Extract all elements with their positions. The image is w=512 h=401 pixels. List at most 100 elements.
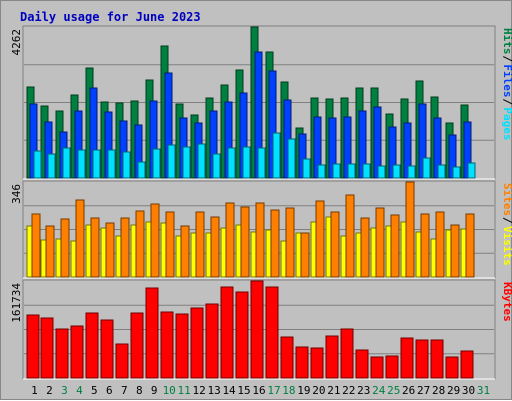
legend: Hits/Files/Pages — [501, 28, 512, 141]
legend-separator: / — [501, 55, 512, 62]
sites-bar-day-16 — [255, 202, 265, 278]
pages-bar-day-6 — [107, 149, 116, 179]
kbytes-bar-day-20 — [310, 347, 324, 379]
sites-bar-day-1 — [31, 213, 41, 278]
pages-bar-day-29 — [452, 166, 461, 179]
x-tick-label: 11 — [178, 384, 191, 397]
kbytes-bar-day-27 — [415, 339, 429, 379]
pages-bar-day-4 — [77, 149, 86, 179]
kbytes-bar-day-8 — [130, 312, 144, 379]
x-tick-label: 8 — [136, 384, 143, 397]
pages-bar-day-11 — [182, 146, 191, 179]
x-tick-label: 15 — [237, 384, 250, 397]
legend-sites: Sites — [501, 183, 512, 216]
kbytes-bar-day-9 — [145, 287, 159, 379]
sites-bar-day-4 — [75, 199, 85, 278]
sites-bar-day-9 — [150, 203, 160, 278]
pages-bar-day-18 — [287, 138, 296, 179]
pages-bar-day-15 — [242, 146, 251, 179]
pages-bar-day-28 — [437, 164, 446, 179]
sites-bar-day-21 — [330, 211, 340, 278]
sites-bar-day-29 — [450, 224, 460, 278]
sites-bar-day-25 — [390, 214, 400, 278]
kbytes-bar-day-21 — [325, 335, 339, 379]
kbytes-bar-day-10 — [160, 311, 174, 379]
legend-separator: / — [501, 98, 512, 105]
x-tick-label: 3 — [61, 384, 68, 397]
pages-bar-day-26 — [407, 165, 416, 179]
kbytes-bar-day-14 — [220, 286, 234, 379]
pages-bar-day-27 — [422, 157, 431, 179]
sites-bar-day-30 — [465, 213, 475, 278]
pages-bar-day-5 — [92, 149, 101, 179]
sites-bar-day-23 — [360, 217, 370, 278]
sites-bar-day-11 — [180, 225, 190, 278]
sites-bar-day-7 — [120, 217, 130, 278]
kbytes-bar-day-19 — [295, 346, 309, 379]
sites-bar-day-27 — [420, 213, 430, 278]
x-tick-label: 6 — [106, 384, 113, 397]
x-tick-label: 9 — [151, 384, 158, 397]
kbytes-bar-day-12 — [190, 307, 204, 379]
sites-bar-day-12 — [195, 211, 205, 278]
kbytes-bar-day-28 — [430, 339, 444, 379]
x-tick-label: 23 — [357, 384, 370, 397]
x-tick-label: 17 — [267, 384, 280, 397]
kbytes-bar-day-13 — [205, 303, 219, 379]
sites-bar-day-19 — [300, 232, 310, 278]
sites-bar-day-5 — [90, 217, 100, 278]
sites-bar-day-22 — [345, 194, 355, 278]
y-max-label: 4262 — [10, 29, 23, 56]
sites-bar-day-15 — [240, 206, 250, 278]
x-tick-label: 29 — [447, 384, 460, 397]
kbytes-bar-day-11 — [175, 313, 189, 379]
pages-bar-day-16 — [257, 147, 266, 179]
pages-bar-day-1 — [33, 150, 42, 179]
sites-bar-day-13 — [210, 216, 220, 278]
x-tick-label: 25 — [387, 384, 400, 397]
pages-bar-day-10 — [167, 144, 176, 179]
legend-hits: Hits — [501, 28, 512, 55]
sites-bar-day-17 — [270, 209, 280, 278]
kbytes-bar-day-18 — [280, 336, 294, 379]
pages-bar-day-22 — [347, 163, 356, 179]
kbytes-bar-day-4 — [70, 325, 84, 379]
kbytes-bar-day-25 — [385, 355, 399, 379]
pages-bar-day-7 — [122, 151, 131, 179]
kbytes-bar-day-2 — [40, 317, 54, 379]
pages-bar-day-3 — [62, 147, 71, 179]
x-tick-label: 18 — [282, 384, 295, 397]
x-tick-label: 26 — [402, 384, 415, 397]
x-tick-label: 24 — [372, 384, 386, 397]
legend: KBytes — [501, 282, 512, 322]
pages-bar-day-2 — [47, 153, 56, 179]
x-tick-label: 1 — [31, 384, 38, 397]
x-tick-label: 19 — [297, 384, 310, 397]
sites-bar-day-28 — [435, 211, 445, 278]
pages-bar-day-8 — [137, 161, 146, 179]
kbytes-bar-day-29 — [445, 356, 459, 379]
x-tick-label: 5 — [91, 384, 98, 397]
x-tick-label: 14 — [222, 384, 236, 397]
kbytes-bar-day-5 — [85, 312, 99, 379]
x-tick-label: 20 — [312, 384, 325, 397]
kbytes-bar-day-26 — [400, 337, 414, 379]
legend-pages: Pages — [501, 107, 512, 140]
x-tick-label: 10 — [163, 384, 176, 397]
sites-bar-day-10 — [165, 211, 175, 278]
kbytes-bar-day-23 — [355, 349, 369, 379]
sites-bar-day-26 — [405, 181, 415, 278]
legend-separator: / — [501, 217, 512, 224]
pages-bar-day-30 — [467, 162, 476, 179]
sites-bar-day-18 — [285, 207, 295, 278]
kbytes-bar-day-7 — [115, 343, 129, 379]
pages-bar-day-20 — [317, 164, 326, 179]
kbytes-bar-day-30 — [460, 350, 474, 379]
sites-bar-day-14 — [225, 202, 235, 278]
sites-bar-day-24 — [375, 207, 385, 278]
pages-bar-day-14 — [227, 147, 236, 179]
sites-bar-day-20 — [315, 200, 325, 278]
legend: Sites/ Visits — [501, 183, 512, 266]
